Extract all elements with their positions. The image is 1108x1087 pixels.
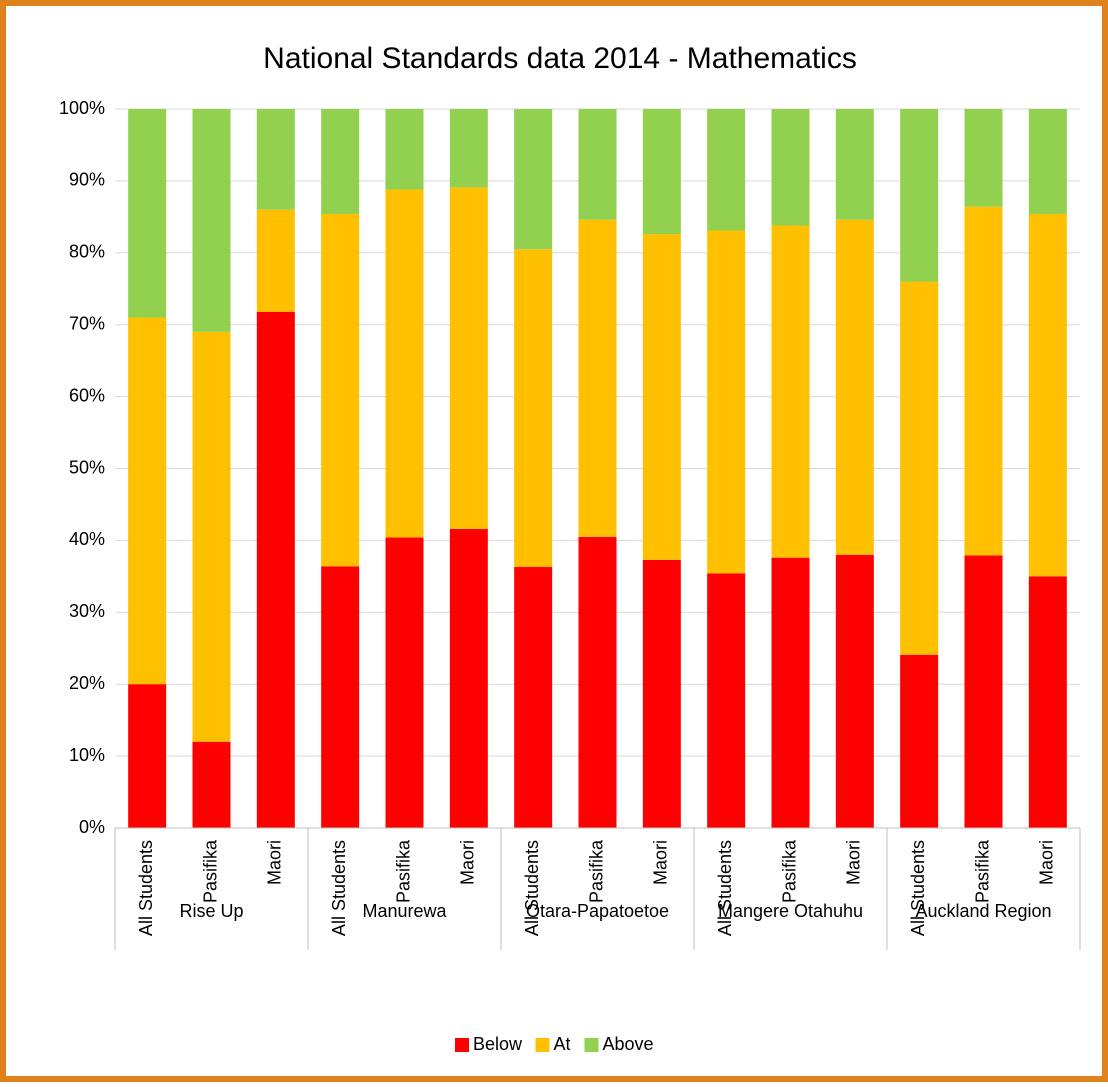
bar-segment	[385, 109, 424, 190]
bar-segment	[578, 536, 617, 828]
bar-segment	[385, 537, 424, 828]
bar-segment	[707, 573, 746, 828]
y-tick-label: 20%	[69, 673, 105, 693]
legend-swatch	[455, 1038, 469, 1052]
y-tick-label: 40%	[69, 529, 105, 549]
x-tick-label: All Students	[329, 840, 349, 936]
bar-segment	[1028, 213, 1067, 577]
y-tick-label: 100%	[59, 98, 105, 118]
y-tick-label: 60%	[69, 385, 105, 405]
x-tick-label: Maori	[844, 840, 864, 885]
x-tick-label: Maori	[1037, 840, 1057, 885]
bar-segment	[192, 109, 231, 332]
bar-segment	[707, 230, 746, 574]
bar-segment	[321, 109, 360, 214]
y-tick-label: 10%	[69, 745, 105, 765]
legend-swatch	[584, 1038, 599, 1052]
bar-segment	[642, 234, 681, 560]
y-tick-label: 50%	[69, 457, 105, 477]
bar-segment	[256, 209, 295, 312]
chart-title: National Standards data 2014 - Mathemati…	[263, 42, 857, 75]
bar-segment	[578, 109, 617, 220]
x-tick-label: All Students	[136, 840, 156, 936]
bar-segment	[642, 559, 681, 828]
bar-segment	[192, 331, 231, 742]
bar-segment	[256, 109, 295, 210]
group-label: Mangere Otahuhu	[718, 901, 863, 921]
legend-swatch	[535, 1038, 550, 1052]
bar-segment	[771, 225, 810, 558]
legend-label: Above	[603, 1034, 654, 1054]
x-tick-label: Pasifika	[779, 839, 799, 903]
bar-segment	[256, 311, 295, 828]
bar-segment	[964, 206, 1003, 556]
bar-segment	[835, 109, 874, 220]
group-label: Rise Up	[179, 901, 243, 921]
bar-segment	[900, 654, 939, 828]
x-tick-label: Pasifika	[972, 839, 992, 903]
bar-segment	[771, 109, 810, 226]
legend-label: At	[554, 1034, 571, 1054]
bar-segment	[128, 317, 167, 685]
y-tick-label: 80%	[69, 242, 105, 262]
bar-segment	[964, 109, 1003, 207]
bar-segment	[707, 109, 746, 231]
y-tick-label: 70%	[69, 313, 105, 333]
x-tick-label: All Students	[522, 840, 542, 936]
group-label: Auckland Region	[915, 901, 1051, 921]
bar-segment	[514, 109, 553, 250]
bar-segment	[1028, 109, 1067, 214]
x-tick-label: All Students	[715, 840, 735, 936]
bar-segment	[642, 109, 681, 235]
bar-segment	[1028, 576, 1067, 828]
y-tick-label: 30%	[69, 601, 105, 621]
bar-segment	[771, 557, 810, 828]
bar-segment	[835, 219, 874, 555]
bar-segment	[321, 566, 360, 828]
bar-segment	[514, 249, 553, 568]
bar-segment	[900, 109, 939, 282]
bar-segment	[449, 528, 488, 828]
y-tick-label: 0%	[79, 817, 105, 837]
bar-segment	[449, 187, 488, 529]
x-tick-label: Pasifika	[200, 839, 220, 903]
group-label: Manurewa	[362, 901, 447, 921]
bar-segment	[514, 567, 553, 828]
bar-segment	[385, 189, 424, 538]
x-tick-label: Pasifika	[586, 839, 606, 903]
bar-segment	[964, 555, 1003, 828]
x-tick-label: All Students	[908, 840, 928, 936]
bar-segment	[578, 219, 617, 537]
x-tick-label: Maori	[265, 840, 285, 885]
bar-segment	[900, 281, 939, 655]
bar-segment	[128, 684, 167, 828]
bar-segment	[835, 554, 874, 828]
x-tick-label: Maori	[458, 840, 478, 885]
group-label: Otara-Papatoetoe	[526, 901, 669, 921]
bar-segment	[321, 213, 360, 567]
bar-segment	[128, 109, 167, 318]
x-tick-label: Pasifika	[393, 839, 413, 903]
bar-segment	[192, 741, 231, 828]
x-tick-label: Maori	[651, 840, 671, 885]
bar-segment	[449, 109, 488, 188]
y-tick-label: 90%	[69, 170, 105, 190]
legend-label: Below	[473, 1034, 523, 1054]
